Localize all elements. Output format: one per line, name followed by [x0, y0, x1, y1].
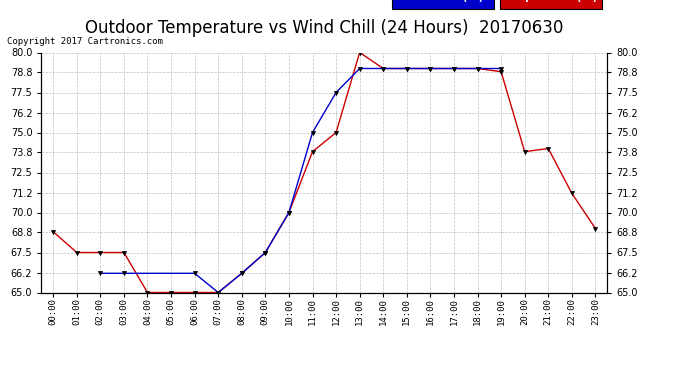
Text: Outdoor Temperature vs Wind Chill (24 Hours)  20170630: Outdoor Temperature vs Wind Chill (24 Ho…: [85, 19, 564, 37]
FancyBboxPatch shape: [392, 0, 494, 9]
Text: Temperature (°F): Temperature (°F): [504, 0, 598, 2]
Text: Wind Chill (°F): Wind Chill (°F): [403, 0, 483, 2]
FancyBboxPatch shape: [500, 0, 602, 9]
Text: Copyright 2017 Cartronics.com: Copyright 2017 Cartronics.com: [7, 38, 163, 46]
